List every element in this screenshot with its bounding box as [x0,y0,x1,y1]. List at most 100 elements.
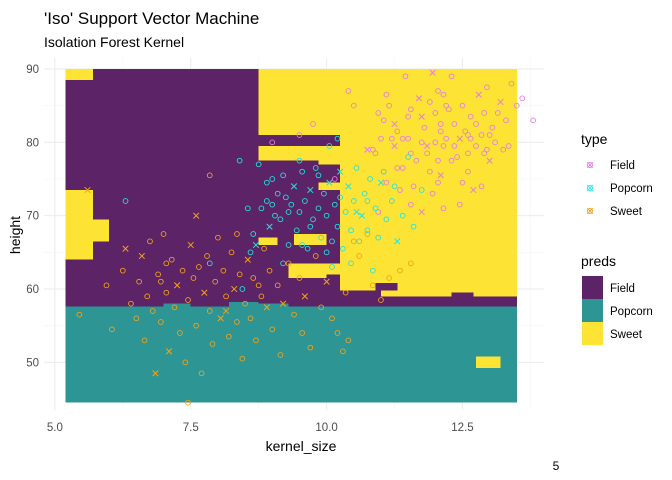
point-sweet [299,330,306,336]
point-sweet [155,271,161,278]
point-field [399,165,406,171]
point-sweet [128,300,134,307]
point-sweet [152,370,159,377]
point-field [513,102,520,109]
point-field [494,110,501,116]
point-sweet [133,315,140,322]
point-popcorn [369,267,376,274]
point-popcorn [353,165,360,171]
point-sweet [149,308,156,314]
point-field [432,110,439,116]
point-sweet [407,260,414,267]
point-popcorn [285,242,292,248]
point-sweet [165,348,173,355]
point-popcorn [342,209,349,215]
point-popcorn [280,260,286,267]
point-field [467,113,474,120]
point-field [402,73,409,80]
point-popcorn [334,135,341,142]
point-field [432,139,439,146]
y-tick-label: 50 [26,357,39,369]
point-field [380,117,387,124]
point-field [418,113,425,120]
point-field [378,135,384,142]
point-sweet [329,315,335,322]
point-field [391,142,398,150]
point-field [484,146,490,153]
point-sweet [171,304,178,311]
point-sweet [193,322,200,329]
point-popcorn [318,234,325,241]
region-sweet [258,237,278,245]
point-popcorn [299,168,306,175]
point-popcorn [364,198,371,204]
point-popcorn [304,245,311,252]
point-popcorn [315,205,322,212]
y-tick-label: 90 [26,64,39,76]
point-sweet [247,315,254,322]
point-field [427,168,433,175]
point-popcorn [266,223,273,230]
point-sweet [228,249,235,256]
point-field [440,91,447,98]
point-field [530,117,536,124]
point-field [345,88,352,94]
point-sweet [301,293,309,300]
legends: type Field Popcorn Sweet preds Field Popcorn Sw… [581,131,653,345]
point-sweet [215,234,221,241]
point-sweet [234,231,240,237]
point-field [388,135,395,142]
region-sweet [294,234,327,245]
point-popcorn [391,183,398,190]
region-field [340,296,517,307]
point-field [484,84,490,91]
point-popcorn [334,223,341,230]
point-popcorn [255,161,262,168]
point-sweet [242,300,248,307]
point-field [410,183,417,190]
point-sweet [179,267,186,274]
region-field [258,190,341,264]
point-sweet [141,337,148,344]
region-sweet [65,190,93,260]
legend-title-preds: preds [581,253,616,269]
point-popcorn [345,183,352,190]
point-popcorn [326,179,333,186]
point-sweet [274,282,281,289]
legend-label: Sweet [610,329,643,341]
point-sweet [356,253,363,259]
point-field [462,128,469,135]
point-sweet [163,260,170,267]
point-sweet [342,289,349,296]
point-field [375,209,382,215]
point-popcorn [348,260,354,267]
point-sweet [168,256,175,263]
y-tick-label: 70 [26,211,39,223]
y-tick-label: 60 [26,284,39,296]
point-field [505,143,512,149]
point-popcorn [329,238,335,245]
point-sweet [279,300,287,307]
point-field [497,98,504,106]
point-popcorn [361,190,368,197]
point-sweet [291,311,297,318]
point-sweet [345,337,352,344]
point-field [451,143,458,149]
point-field [423,142,431,150]
point-field [413,157,420,164]
point-popcorn [394,238,401,245]
point-popcorn [321,190,327,197]
point-sweet [285,260,292,267]
x-axis-title: kernel_size [266,438,337,454]
legend-key-fill [582,276,603,299]
region-popcorn [228,302,259,307]
point-popcorn [315,172,322,179]
point-popcorn [323,249,330,256]
point-popcorn [326,143,333,149]
point-sweet [173,282,181,289]
point-field [481,150,488,157]
point-field [519,95,526,102]
point-popcorn [372,205,379,212]
point-popcorn [307,186,314,194]
point-sweet [84,186,91,194]
